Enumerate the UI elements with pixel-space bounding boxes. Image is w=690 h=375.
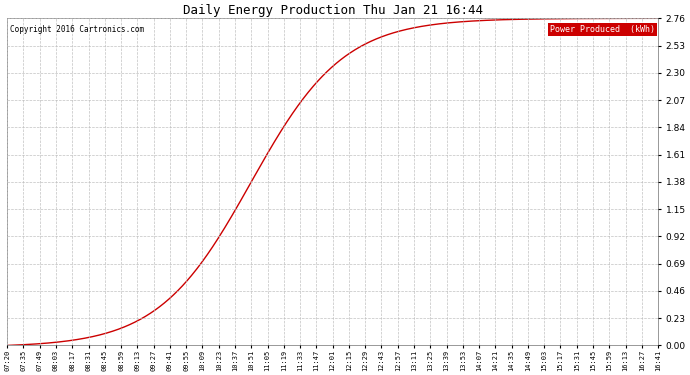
- Text: Power Produced  (kWh): Power Produced (kWh): [550, 25, 655, 34]
- Text: Copyright 2016 Cartronics.com: Copyright 2016 Cartronics.com: [10, 25, 144, 34]
- Title: Daily Energy Production Thu Jan 21 16:44: Daily Energy Production Thu Jan 21 16:44: [183, 4, 482, 17]
